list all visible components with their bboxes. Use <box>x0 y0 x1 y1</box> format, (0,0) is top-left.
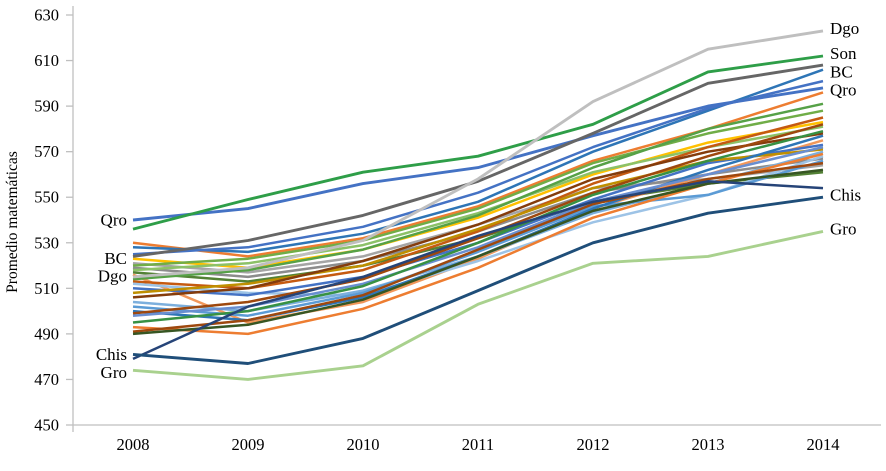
x-axis-tick-label: 2011 <box>462 435 494 454</box>
series-line-Qro <box>132 86 824 222</box>
series-line-Son <box>132 54 824 231</box>
series-line-Dgo <box>132 29 824 279</box>
series-right-label-Gro: Gro <box>830 220 856 239</box>
series-right-label-Dgo: Dgo <box>830 19 859 38</box>
x-axis-tick-label: 2012 <box>577 435 610 454</box>
series-right-label-Chis: Chis <box>830 185 861 204</box>
series-line-s12 <box>132 109 824 267</box>
series-right-label-Son: Son <box>830 44 857 63</box>
series-left-label-Qro: Qro <box>101 211 127 230</box>
series-line-s09 <box>132 79 824 256</box>
series-left-label-BC: BC <box>104 249 127 268</box>
x-axis-tick-label: 2009 <box>232 435 265 454</box>
x-axis-tick-label: 2008 <box>117 435 150 454</box>
series-left-label-Chis: Chis <box>96 345 127 364</box>
y-axis-tick-label: 590 <box>34 97 59 116</box>
y-axis-tick-label: 450 <box>34 416 59 435</box>
y-axis-tick-label: 530 <box>34 233 59 252</box>
x-axis-tick-label: 2013 <box>692 435 725 454</box>
y-axis-tick-label: 550 <box>34 188 59 207</box>
y-axis-tick-label: 610 <box>34 51 59 70</box>
series-layer <box>132 29 824 381</box>
axis-layer: 450 470 490 510 530 550 570 590 610 630 2008 2009 20… <box>34 6 881 454</box>
series-right-label-BC: BC <box>830 62 853 81</box>
series-line-Gro <box>132 229 824 381</box>
x-axis-tick-label: 2010 <box>347 435 380 454</box>
y-axis-tick-label: 470 <box>34 370 59 389</box>
series-line-Chis <box>132 195 824 365</box>
series-left-label-Gro: Gro <box>101 363 127 382</box>
series-line-s17 <box>132 102 824 281</box>
y-axis-tick-label: 490 <box>34 324 59 343</box>
series-line-s32 <box>132 180 824 361</box>
series-line-s30 <box>132 161 824 333</box>
series-right-label-Qro: Qro <box>830 81 856 100</box>
y-axis-tick-label: 510 <box>34 279 59 298</box>
series-line-BC <box>132 63 824 258</box>
y-axis-tick-label: 630 <box>34 6 59 25</box>
y-axis-tick-label: 570 <box>34 142 59 161</box>
series-left-label-Dgo: Dgo <box>98 266 127 285</box>
series-line-s26 <box>132 123 824 315</box>
series-line-s31 <box>132 168 824 336</box>
y-axis-title: Promedio matemáticas <box>4 151 21 293</box>
x-axis-tick-label: 2014 <box>807 435 840 454</box>
series-line-s08 <box>132 68 824 254</box>
series-line-s28 <box>132 129 824 324</box>
series-line-s22 <box>132 132 824 299</box>
series-line-s24 <box>132 159 824 317</box>
